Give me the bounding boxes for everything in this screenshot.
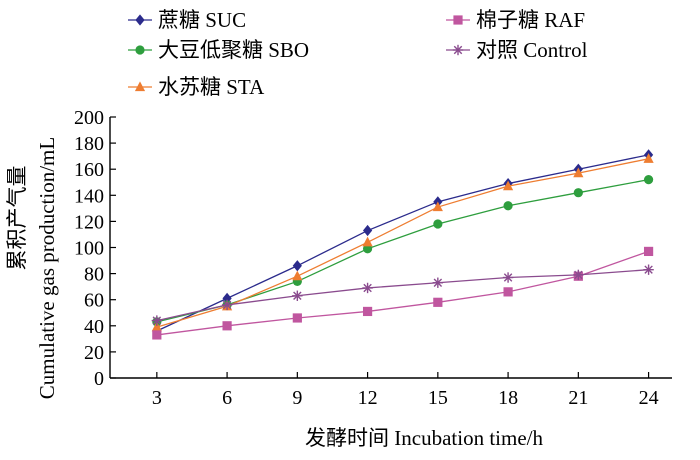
x-tick-label: 21 bbox=[568, 387, 588, 409]
series-star bbox=[151, 264, 654, 326]
data-point bbox=[151, 315, 163, 326]
legend-label: 棉子糖 RAF bbox=[476, 8, 585, 32]
y-tick-label: 140 bbox=[74, 185, 104, 207]
data-point bbox=[433, 219, 443, 229]
data-point bbox=[222, 321, 232, 331]
legend-item: 对照 Control bbox=[446, 38, 588, 62]
axes: 0 20 40 60 80 100 120 140 160 180 200 3 6 9 12 15 18 21 24 bbox=[74, 107, 672, 409]
x-tick-label: 24 bbox=[639, 387, 659, 409]
x-tick-label: 9 bbox=[292, 387, 302, 409]
data-point bbox=[292, 290, 303, 301]
y-tick-label: 200 bbox=[74, 107, 104, 129]
legend: 蔗糖 SUC 大豆低聚糖 SBO 水苏糖 STA 棉子糖 RAF 对照 Control bbox=[128, 8, 588, 99]
data-point bbox=[292, 313, 302, 323]
data-point bbox=[503, 201, 513, 211]
legend-item: 棉子糖 RAF bbox=[446, 8, 585, 32]
x-tick-label: 15 bbox=[428, 387, 448, 409]
y-tick-label: 100 bbox=[74, 238, 104, 260]
data-point bbox=[573, 188, 583, 198]
series-line bbox=[156, 250, 649, 336]
legend-marker bbox=[134, 81, 146, 92]
y-tick-label: 160 bbox=[74, 159, 104, 181]
data-point bbox=[222, 292, 232, 304]
data-point bbox=[152, 330, 162, 340]
series-layer bbox=[151, 149, 654, 340]
y-tick-label: 60 bbox=[84, 290, 104, 312]
data-point bbox=[221, 299, 233, 311]
y-axis-label-chinese: 累积产气量 bbox=[5, 166, 29, 271]
data-point bbox=[643, 153, 654, 163]
x-axis-label: 发酵时间 Incubation time/h bbox=[305, 426, 543, 450]
data-point bbox=[573, 167, 584, 178]
data-point bbox=[503, 287, 513, 297]
data-point bbox=[151, 321, 162, 332]
series-line bbox=[156, 158, 649, 328]
legend-item: 蔗糖 SUC bbox=[128, 8, 246, 32]
x-tick-label: 18 bbox=[498, 387, 518, 409]
data-point bbox=[573, 269, 584, 281]
x-tick-label: 12 bbox=[358, 387, 378, 409]
y-axis-label: Cumulative gas production/mL bbox=[35, 137, 59, 399]
y-tick-label: 0 bbox=[94, 368, 104, 390]
legend-marker bbox=[135, 14, 145, 26]
legend-item: 水苏糖 STA bbox=[128, 75, 265, 99]
data-point bbox=[502, 180, 514, 191]
legend-label: 大豆低聚糖 SBO bbox=[158, 38, 309, 62]
series-line bbox=[156, 154, 649, 332]
data-point bbox=[362, 224, 373, 237]
y-tick-label: 40 bbox=[84, 316, 104, 338]
data-point bbox=[362, 282, 373, 294]
data-point bbox=[643, 246, 654, 257]
y-tick-label: 120 bbox=[74, 211, 104, 233]
legend-label: 水苏糖 STA bbox=[158, 75, 265, 99]
y-tick-label: 180 bbox=[74, 133, 104, 155]
series-line bbox=[156, 179, 649, 323]
data-point bbox=[292, 270, 303, 281]
legend-label: 蔗糖 SUC bbox=[158, 8, 246, 32]
series-triangle bbox=[151, 153, 654, 332]
legend-marker bbox=[452, 44, 464, 56]
data-point bbox=[643, 264, 654, 275]
y-tick-label: 20 bbox=[84, 342, 104, 364]
y-tick-label: 80 bbox=[84, 264, 104, 286]
data-point bbox=[433, 297, 443, 307]
series-line bbox=[156, 269, 649, 322]
data-point bbox=[432, 277, 444, 288]
x-tick-label: 3 bbox=[152, 387, 162, 409]
data-point bbox=[362, 236, 373, 247]
data-point bbox=[362, 306, 373, 317]
data-point bbox=[362, 244, 373, 254]
data-point bbox=[432, 201, 443, 212]
legend-marker bbox=[453, 15, 463, 25]
legend-marker bbox=[135, 45, 145, 55]
legend-item: 大豆低聚糖 SBO bbox=[128, 38, 309, 62]
legend-label: 对照 Control bbox=[476, 38, 588, 62]
data-point bbox=[292, 260, 302, 272]
x-tick-label: 6 bbox=[222, 387, 232, 409]
data-point bbox=[502, 272, 514, 283]
data-point bbox=[643, 175, 654, 185]
